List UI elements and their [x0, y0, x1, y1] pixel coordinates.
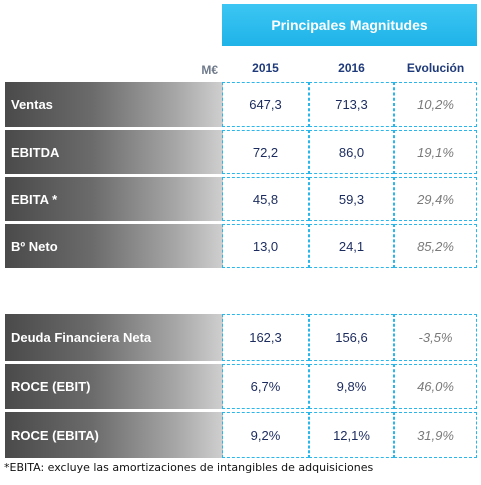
cell-roce-ebit-2015: 6,7% — [222, 364, 309, 409]
cell-ebita-evolucion: 29,4% — [394, 177, 477, 221]
cell-ventas-2015: 647,3 — [222, 82, 309, 127]
row-label-ventas: Ventas — [5, 82, 223, 127]
cell-roce-ebita-2016: 12,1% — [309, 412, 394, 458]
cell-ventas-2016: 713,3 — [309, 82, 394, 127]
cell-bo-neto-2016: 24,1 — [309, 224, 394, 268]
row-label-bo-neto: Bº Neto — [5, 224, 223, 268]
cell-bo-neto-2015: 13,0 — [222, 224, 309, 268]
cell-deuda-evolucion: -3,5% — [394, 314, 477, 361]
row-label-ebitda: EBITDA — [5, 130, 223, 174]
cell-roce-ebita-evolucion: 31,9% — [394, 412, 477, 458]
row-label-deuda-financiera-neta: Deuda Financiera Neta — [5, 314, 223, 361]
table-title-banner: Principales Magnitudes — [222, 4, 477, 46]
row-label-roce-ebita: ROCE (EBITA) — [5, 412, 223, 458]
row-label-ebita: EBITA * — [5, 177, 223, 221]
cell-bo-neto-evolucion: 85,2% — [394, 224, 477, 268]
table-title: Principales Magnitudes — [271, 17, 428, 33]
cell-ebitda-evolucion: 19,1% — [394, 130, 477, 174]
cell-ventas-evolucion: 10,2% — [394, 82, 477, 127]
row-label-roce-ebit: ROCE (EBIT) — [5, 364, 223, 409]
footnote: *EBITA: excluye las amortizaciones de in… — [4, 461, 374, 474]
cell-roce-ebit-evolucion: 46,0% — [394, 364, 477, 409]
unit-label: M€ — [201, 63, 218, 77]
cell-deuda-2016: 156,6 — [309, 314, 394, 361]
cell-ebitda-2015: 72,2 — [222, 130, 309, 174]
column-header-2016: 2016 — [338, 61, 365, 75]
cell-roce-ebita-2015: 9,2% — [222, 412, 309, 458]
cell-ebita-2015: 45,8 — [222, 177, 309, 221]
column-header-2015: 2015 — [252, 61, 279, 75]
cell-roce-ebit-2016: 9,8% — [309, 364, 394, 409]
cell-ebitda-2016: 86,0 — [309, 130, 394, 174]
cell-ebita-2016: 59,3 — [309, 177, 394, 221]
column-header-evolucion: Evolución — [406, 61, 465, 75]
cell-deuda-2015: 162,3 — [222, 314, 309, 361]
